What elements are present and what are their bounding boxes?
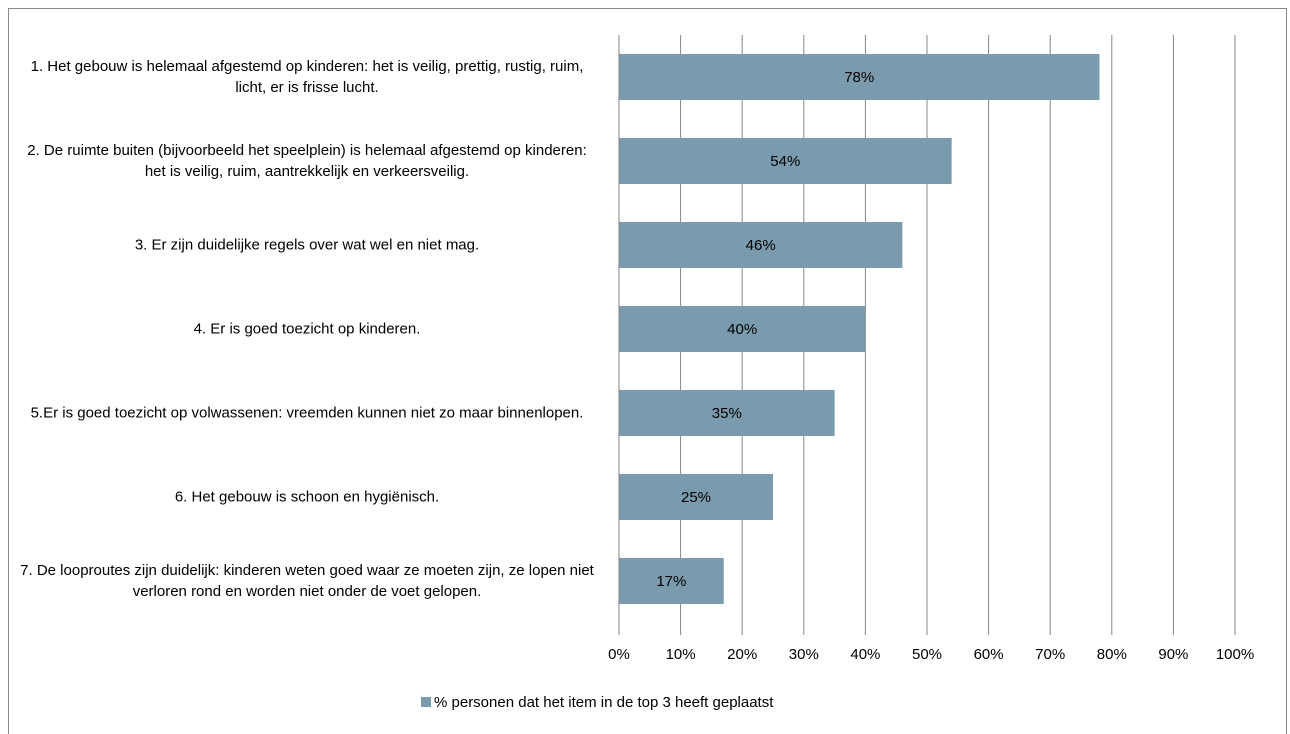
data-label: 54% [770,153,800,170]
x-tick-label: 100% [1216,646,1254,663]
y-tick-label: 1. Het gebouw is helemaal afgestemd op k… [30,58,584,96]
chart-frame [8,8,1287,734]
legend-label: % personen dat het item in de top 3 heef… [434,694,774,711]
data-label: 40% [727,321,757,338]
x-tick-label: 70% [1035,646,1065,663]
x-tick-label: 0% [608,646,630,663]
bar [619,306,866,352]
x-tick-label: 60% [974,646,1004,663]
bar [619,558,724,604]
y-tick-label: 4. Er is goed toezicht op kinderen. [193,320,421,338]
bar [619,390,835,436]
data-label: 17% [656,573,686,590]
bar [619,222,903,268]
y-tick-label: 5.Er is goed toezicht op volwassenen: vr… [30,404,584,422]
bar [619,54,1100,100]
data-label: 25% [681,489,711,506]
bar [619,474,773,520]
x-tick-label: 50% [912,646,942,663]
y-tick-label: 3. Er zijn duidelijke regels over wat we… [134,236,480,254]
x-tick-label: 40% [850,646,880,663]
y-tick-label: 7. De looproutes zijn duidelijk: kindere… [20,562,594,600]
x-tick-label: 90% [1158,646,1188,663]
x-tick-label: 10% [666,646,696,663]
data-label: 35% [712,405,742,422]
x-tick-label: 30% [789,646,819,663]
x-tick-label: 20% [727,646,757,663]
x-tick-label: 80% [1097,646,1127,663]
y-tick-label: 2. De ruimte buiten (bijvoorbeeld het sp… [27,142,587,180]
legend-swatch [421,697,431,707]
data-label: 46% [746,237,776,254]
y-tick-label: 6. Het gebouw is schoon en hygiënisch. [174,488,440,506]
bar [619,138,952,184]
data-label: 78% [844,69,874,86]
